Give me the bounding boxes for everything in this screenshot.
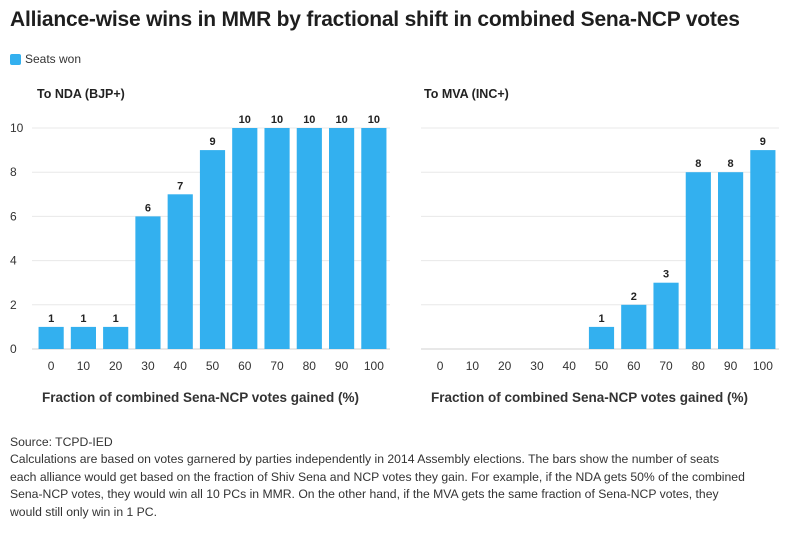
panel-title: To MVA (INC+) (424, 87, 509, 101)
bar (264, 128, 290, 349)
bar (621, 304, 647, 349)
x-tick-label: 40 (563, 359, 577, 373)
x-tick-label: 90 (724, 359, 738, 373)
bar (361, 128, 387, 349)
note-line-1: Calculations are based on votes garnered… (10, 452, 720, 467)
x-tick-label: 50 (206, 359, 220, 373)
notes: Source: TCPD-IED Calculations are based … (10, 434, 792, 521)
legend-swatch (10, 53, 21, 65)
data-label: 10 (303, 114, 315, 126)
bar (685, 172, 711, 349)
data-label: 1 (80, 313, 86, 325)
bar (38, 326, 64, 349)
y-tick-label: 2 (10, 298, 17, 312)
x-tick-label: 60 (238, 359, 252, 373)
x-tick-label: 30 (141, 359, 155, 373)
x-tick-label: 70 (270, 359, 284, 373)
panel-title: To NDA (BJP+) (37, 87, 125, 101)
data-label: 9 (760, 136, 766, 148)
note-line-2: each alliance would get based on the fra… (10, 469, 745, 484)
bar (232, 128, 258, 349)
bar (750, 150, 776, 349)
x-tick-label: 0 (437, 359, 444, 373)
x-tick-label: 20 (498, 359, 512, 373)
bar (167, 194, 193, 349)
bar (135, 216, 161, 349)
data-label: 10 (271, 114, 283, 126)
note-line-4: would still only win in 1 PC. (10, 504, 157, 519)
note-line-3: Sena-NCP votes, they would win all 10 PC… (10, 487, 719, 502)
data-label: 2 (631, 291, 637, 303)
data-label: 7 (177, 180, 183, 192)
data-label: 8 (728, 158, 734, 170)
bar (296, 128, 322, 349)
bar (718, 172, 744, 349)
x-tick-label: 0 (48, 359, 55, 373)
bar (103, 326, 129, 349)
y-tick-label: 0 (10, 342, 17, 356)
chart-panel-2: To MVA (INC+) 0 10 20 30 40 50 1 60 2 70 3 80 8 90 8 100… (421, 87, 779, 405)
data-label: 1 (113, 313, 119, 325)
charts-area: To NDA (BJP+)024681001101201306407509601… (10, 87, 779, 405)
y-tick-label: 6 (10, 209, 17, 223)
data-label: 1 (48, 313, 54, 325)
x-tick-label: 10 (466, 359, 480, 373)
x-tick-label: 90 (335, 359, 349, 373)
legend-label: Seats won (25, 52, 82, 66)
x-tick-label: 80 (303, 359, 317, 373)
x-axis-label: Fraction of combined Sena-NCP votes gain… (42, 390, 359, 405)
data-label: 10 (368, 114, 380, 126)
x-tick-label: 30 (530, 359, 544, 373)
legend: Seats won (10, 52, 81, 66)
bar (199, 150, 226, 349)
bar (588, 326, 615, 349)
x-tick-label: 70 (659, 359, 673, 373)
data-label: 10 (239, 114, 251, 126)
data-label: 10 (335, 114, 347, 126)
x-axis-label: Fraction of combined Sena-NCP votes gain… (431, 390, 748, 405)
x-tick-label: 100 (364, 359, 384, 373)
data-label: 1 (598, 313, 604, 325)
x-tick-label: 50 (595, 359, 609, 373)
bar (329, 128, 355, 349)
x-tick-label: 40 (174, 359, 188, 373)
data-label: 6 (145, 202, 151, 214)
chart-title: Alliance-wise wins in MMR by fractional … (10, 8, 740, 31)
source-note: Source: TCPD-IED (10, 435, 113, 449)
data-label: 8 (695, 158, 701, 170)
data-label: 9 (209, 136, 215, 148)
y-tick-label: 8 (10, 165, 17, 179)
x-tick-label: 20 (109, 359, 123, 373)
bar (70, 326, 96, 349)
y-tick-label: 4 (10, 254, 17, 268)
x-tick-label: 60 (627, 359, 641, 373)
x-tick-label: 10 (77, 359, 91, 373)
bar (653, 282, 679, 349)
x-tick-label: 80 (692, 359, 706, 373)
x-tick-label: 100 (753, 359, 773, 373)
y-tick-label: 10 (10, 121, 24, 135)
data-label: 3 (663, 269, 669, 281)
chart-panel-1: To NDA (BJP+)024681001101201306407509601… (10, 87, 390, 405)
